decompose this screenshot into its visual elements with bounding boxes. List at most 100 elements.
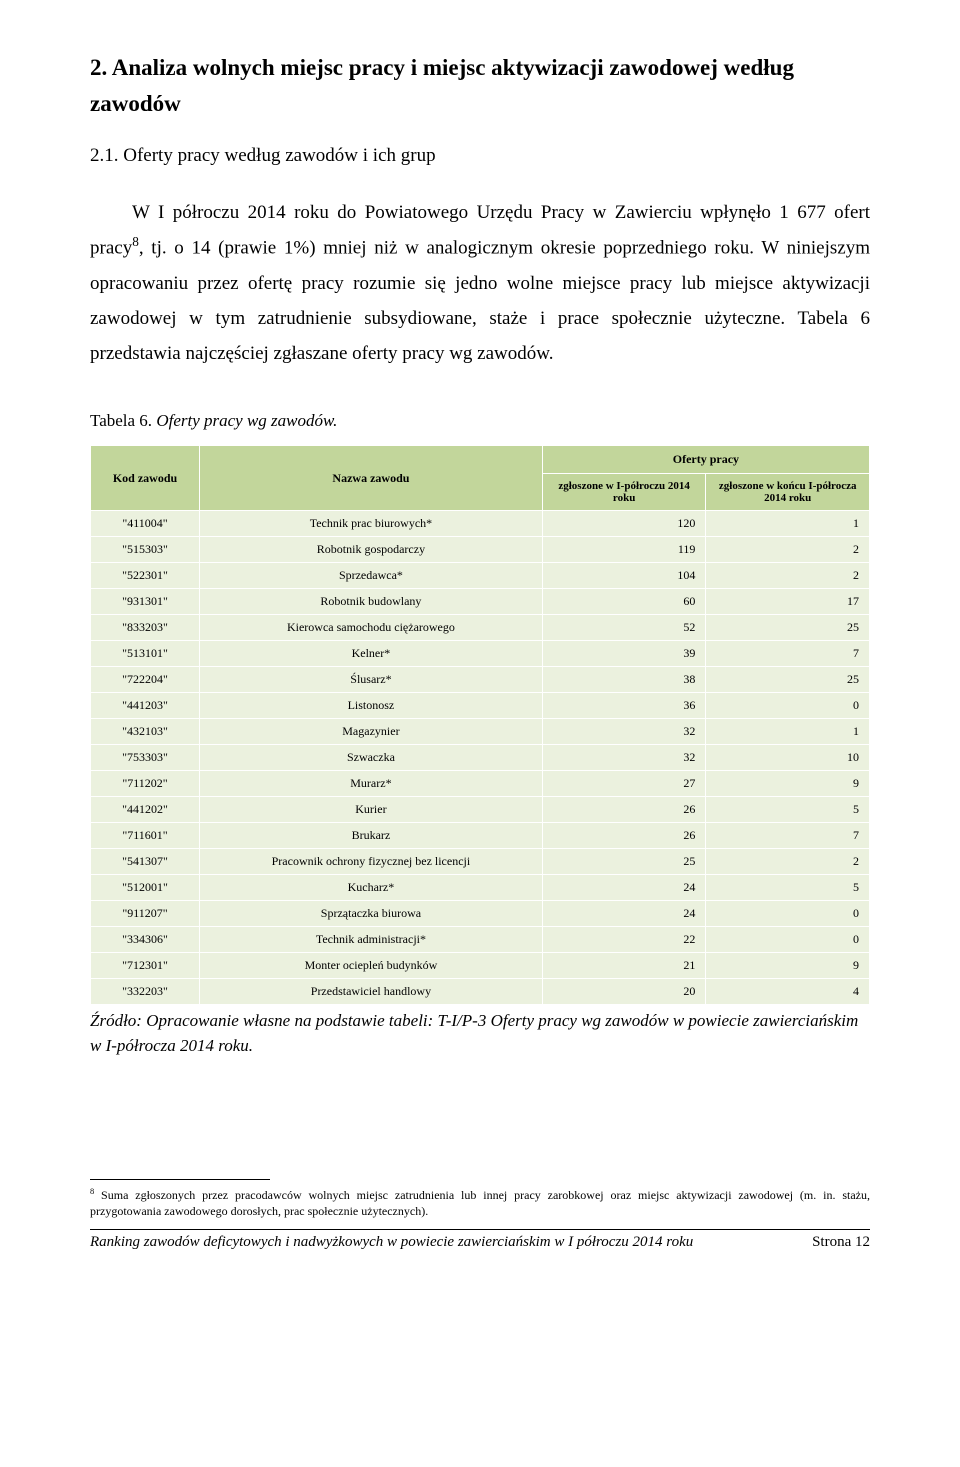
cell-v2: 0 <box>706 927 870 953</box>
table-row: "334306"Technik administracji*220 <box>91 927 870 953</box>
cell-v1: 26 <box>542 823 706 849</box>
cell-v1: 21 <box>542 953 706 979</box>
cell-v2: 2 <box>706 849 870 875</box>
cell-v2: 25 <box>706 667 870 693</box>
footer-right: Strona 12 <box>812 1234 870 1251</box>
cell-v2: 1 <box>706 719 870 745</box>
cell-kod: "332203" <box>91 979 200 1005</box>
cell-v2: 10 <box>706 745 870 771</box>
cell-v2: 7 <box>706 823 870 849</box>
cell-nazwa: Robotnik budowlany <box>200 589 543 615</box>
cell-kod: "512001" <box>91 875 200 901</box>
table-row: "931301"Robotnik budowlany6017 <box>91 589 870 615</box>
cell-v2: 0 <box>706 901 870 927</box>
source-note: Źródło: Opracowanie własne na podstawie … <box>90 1009 870 1058</box>
cell-v2: 2 <box>706 563 870 589</box>
th-kod: Kod zawodu <box>91 446 200 511</box>
cell-v2: 5 <box>706 875 870 901</box>
cell-v2: 17 <box>706 589 870 615</box>
cell-kod: "541307" <box>91 849 200 875</box>
cell-v2: 1 <box>706 511 870 537</box>
cell-nazwa: Murarz* <box>200 771 543 797</box>
cell-v2: 0 <box>706 693 870 719</box>
cell-v1: 24 <box>542 875 706 901</box>
cell-v1: 36 <box>542 693 706 719</box>
cell-nazwa: Technik administracji* <box>200 927 543 953</box>
table-caption: Tabela 6. Oferty pracy wg zawodów. <box>90 411 870 431</box>
cell-nazwa: Magazynier <box>200 719 543 745</box>
cell-v1: 120 <box>542 511 706 537</box>
footnote-ref-8: 8 <box>132 234 139 249</box>
cell-nazwa: Kelner* <box>200 641 543 667</box>
table-row: "411004"Technik prac biurowych*1201 <box>91 511 870 537</box>
cell-kod: "711601" <box>91 823 200 849</box>
table-row: "541307"Pracownik ochrony fizycznej bez … <box>91 849 870 875</box>
footer-left: Ranking zawodów deficytowych i nadwyżkow… <box>90 1234 693 1251</box>
cell-v1: 20 <box>542 979 706 1005</box>
footnote-separator <box>90 1179 270 1180</box>
cell-v1: 24 <box>542 901 706 927</box>
cell-kod: "931301" <box>91 589 200 615</box>
cell-nazwa: Monter ociepleń budynków <box>200 953 543 979</box>
cell-kod: "712301" <box>91 953 200 979</box>
cell-kod: "515303" <box>91 537 200 563</box>
cell-nazwa: Listonosz <box>200 693 543 719</box>
cell-kod: "513101" <box>91 641 200 667</box>
paragraph-text-post: , tj. o 14 (prawie 1%) mniej niż w analo… <box>90 238 870 364</box>
page-footer: Ranking zawodów deficytowych i nadwyżkow… <box>90 1234 870 1251</box>
table-row: "911207"Sprzątaczka biurowa240 <box>91 901 870 927</box>
table-row: "441203"Listonosz360 <box>91 693 870 719</box>
cell-nazwa: Przedstawiciel handlowy <box>200 979 543 1005</box>
cell-nazwa: Robotnik gospodarczy <box>200 537 543 563</box>
cell-v1: 60 <box>542 589 706 615</box>
cell-kod: "753303" <box>91 745 200 771</box>
cell-kod: "833203" <box>91 615 200 641</box>
footnote-body: Suma zgłoszonych przez pracodawców wolny… <box>90 1188 870 1218</box>
caption-prefix: Tabela 6. <box>90 411 156 430</box>
table-row: "753303"Szwaczka3210 <box>91 745 870 771</box>
cell-kod: "441203" <box>91 693 200 719</box>
table-row: "712301"Monter ociepleń budynków219 <box>91 953 870 979</box>
cell-nazwa: Technik prac biurowych* <box>200 511 543 537</box>
section-heading-2-1: 2.1. Oferty pracy według zawodów i ich g… <box>90 145 870 167</box>
cell-v1: 22 <box>542 927 706 953</box>
footnote-8: 8 Suma zgłoszonych przez pracodawców wol… <box>90 1186 870 1219</box>
cell-nazwa: Kierowca samochodu ciężarowego <box>200 615 543 641</box>
caption-italic: Oferty pracy wg zawodów. <box>156 411 337 430</box>
cell-v1: 104 <box>542 563 706 589</box>
document-page: 2. Analiza wolnych miejsc pracy i miejsc… <box>0 0 960 1281</box>
cell-v1: 39 <box>542 641 706 667</box>
th-oferty: Oferty pracy <box>542 446 869 474</box>
cell-v2: 4 <box>706 979 870 1005</box>
cell-kod: "711202" <box>91 771 200 797</box>
cell-v1: 32 <box>542 745 706 771</box>
table-row: "512001"Kucharz*245 <box>91 875 870 901</box>
cell-nazwa: Kurier <box>200 797 543 823</box>
cell-kod: "432103" <box>91 719 200 745</box>
cell-kod: "441202" <box>91 797 200 823</box>
cell-v2: 2 <box>706 537 870 563</box>
table-row: "513101"Kelner*397 <box>91 641 870 667</box>
cell-v2: 9 <box>706 771 870 797</box>
table-row: "833203"Kierowca samochodu ciężarowego52… <box>91 615 870 641</box>
footer-separator <box>90 1229 870 1230</box>
oferty-table: Kod zawodu Nazwa zawodu Oferty pracy zgł… <box>90 445 870 1005</box>
cell-v1: 26 <box>542 797 706 823</box>
th-sub1: zgłoszone w I-półroczu 2014 roku <box>542 474 706 511</box>
cell-kod: "522301" <box>91 563 200 589</box>
cell-kod: "411004" <box>91 511 200 537</box>
table-row: "522301"Sprzedawca*1042 <box>91 563 870 589</box>
cell-v1: 119 <box>542 537 706 563</box>
table-row: "722204"Ślusarz*3825 <box>91 667 870 693</box>
cell-v2: 9 <box>706 953 870 979</box>
cell-nazwa: Szwaczka <box>200 745 543 771</box>
table-row: "711601"Brukarz267 <box>91 823 870 849</box>
body-paragraph: W I półroczu 2014 roku do Powiatowego Ur… <box>90 195 870 371</box>
table-row: "515303"Robotnik gospodarczy1192 <box>91 537 870 563</box>
cell-v1: 25 <box>542 849 706 875</box>
cell-kod: "911207" <box>91 901 200 927</box>
section-heading-2: 2. Analiza wolnych miejsc pracy i miejsc… <box>90 50 870 121</box>
table-row: "711202"Murarz*279 <box>91 771 870 797</box>
cell-v2: 5 <box>706 797 870 823</box>
table-row: "332203"Przedstawiciel handlowy204 <box>91 979 870 1005</box>
